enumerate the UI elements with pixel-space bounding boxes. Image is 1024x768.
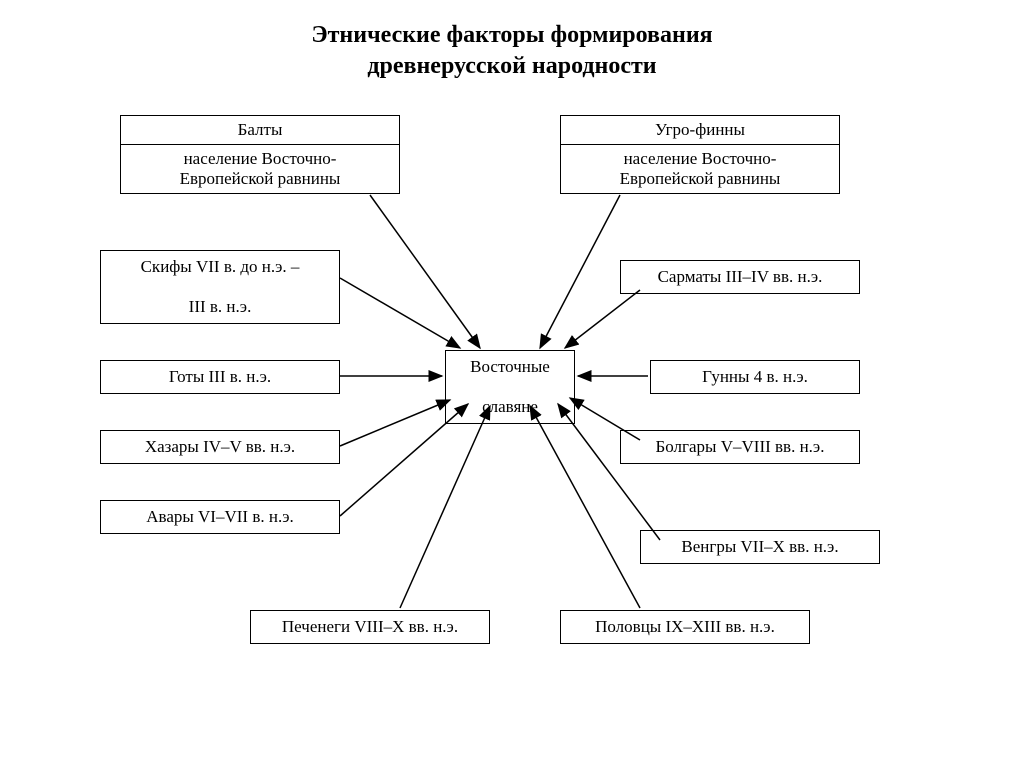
box-gunny: Гунны 4 в. н.э. — [650, 360, 860, 394]
balty-header: Балты — [121, 116, 399, 145]
box-bolgary: Болгары V–VIII вв. н.э. — [620, 430, 860, 464]
box-center: Восточные славяне — [445, 350, 575, 424]
box-vengry: Венгры VII–X вв. н.э. — [640, 530, 880, 564]
box-sarmaty: Сарматы III–IV вв. н.э. — [620, 260, 860, 294]
box-balty: Балты население Восточно- Европейской ра… — [120, 115, 400, 194]
balty-sub: население Восточно- Европейской равнины — [121, 145, 399, 193]
ugrofinny-sub: население Восточно- Европейской равнины — [561, 145, 839, 193]
diagram-title: Этнические факторы формирования древнеру… — [0, 20, 1024, 82]
title-line1: Этнические факторы формирования — [311, 22, 712, 48]
box-khazary: Хазары IV–V вв. н.э. — [100, 430, 340, 464]
title-line2: древнерусской народности — [367, 53, 656, 79]
ugrofinny-header: Угро-финны — [561, 116, 839, 145]
box-polovcy: Половцы IX–XIII вв. н.э. — [560, 610, 810, 644]
box-pechenegi: Печенеги VIII–X вв. н.э. — [250, 610, 490, 644]
box-goty: Готы III в. н.э. — [100, 360, 340, 394]
box-avary: Авары VI–VII в. н.э. — [100, 500, 340, 534]
box-ugrofinny: Угро-финны население Восточно- Европейск… — [560, 115, 840, 194]
box-skify: Скифы VII в. до н.э. – III в. н.э. — [100, 250, 340, 324]
